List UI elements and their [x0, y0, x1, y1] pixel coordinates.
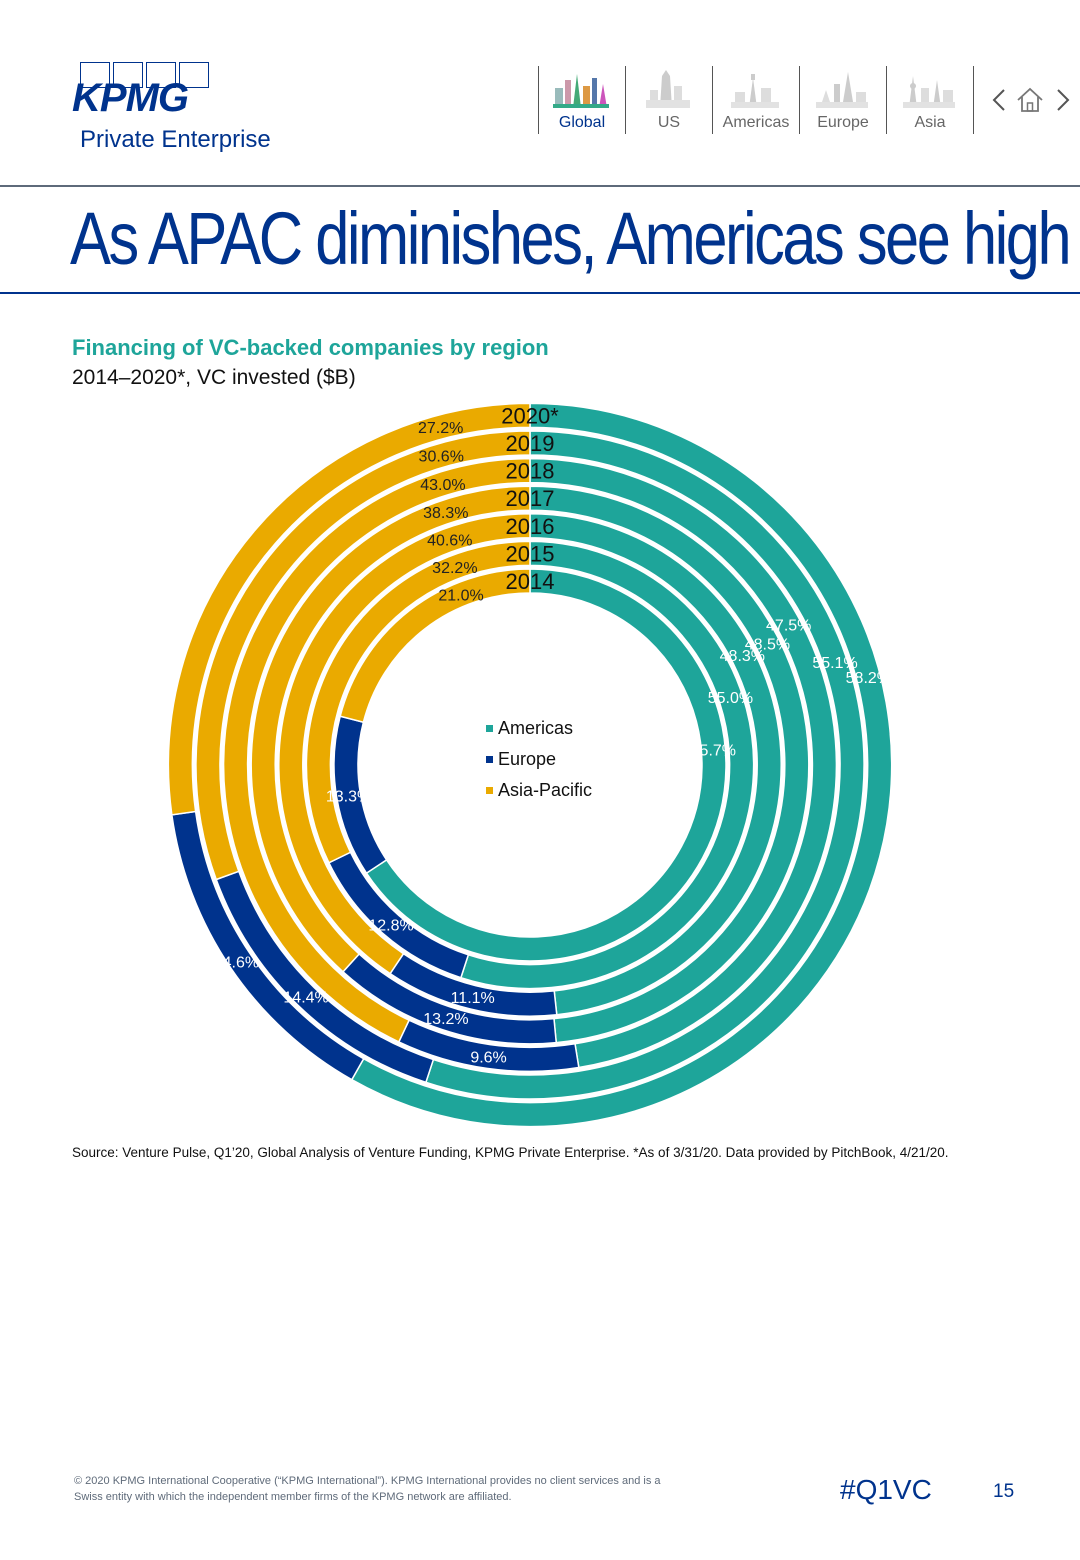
nav-label-asia: Asia: [914, 114, 946, 131]
ring-year-label: 2020*: [501, 403, 559, 428]
data-label-americas: 55.0%: [708, 690, 753, 707]
copyright-text: © 2020 KPMG International Cooperative (“…: [74, 1475, 661, 1503]
data-label-americas: 55.1%: [812, 655, 857, 672]
data-label-asia-pacific: 21.0%: [438, 587, 483, 604]
chevron-left-icon[interactable]: [988, 86, 1012, 114]
ring-segment-americas-2014: [365, 568, 727, 962]
data-label-asia-pacific: 43.0%: [420, 477, 465, 494]
title-divider: [0, 292, 1080, 294]
ring-segment-americas-2015: [459, 540, 755, 990]
nav-label-global: Global: [558, 114, 606, 131]
logo-grid-icon: [80, 62, 210, 88]
data-label-americas: 65.7%: [691, 742, 736, 759]
hashtag: #Q1VC: [840, 1474, 932, 1505]
page-number: 15: [993, 1481, 1015, 1502]
data-label-europe: 14.4%: [283, 989, 328, 1006]
data-label-asia-pacific: 27.2%: [418, 420, 463, 437]
nav-label-us: US: [657, 114, 681, 131]
data-label-americas: 47.5%: [766, 618, 811, 635]
legend-label-asia-pacific: Asia-Pacific: [498, 780, 592, 800]
ring-year-label: 2018: [506, 459, 555, 484]
nav-divider: [973, 66, 974, 134]
ring-segment-asia-pacific-2018: [222, 457, 531, 1043]
page-title: As APAC diminishes, Americas see high: [70, 197, 1072, 280]
data-label-europe: 11.1%: [451, 990, 495, 1007]
chart-title: Financing of VC-backed companies by regi…: [72, 335, 549, 360]
source-note: Source: Venture Pulse, Q1’20, Global Ana…: [72, 1145, 949, 1160]
data-label-americas: 48.3%: [720, 648, 765, 665]
legend-label-europe: Europe: [498, 749, 556, 769]
nav-item-us[interactable]: US: [625, 66, 712, 134]
data-label-europe: 9.6%: [470, 1049, 506, 1066]
data-label-americas: 48.5%: [745, 636, 790, 653]
data-label-asia-pacific: 38.3%: [423, 505, 468, 522]
nav-item-asia[interactable]: Asia: [886, 66, 973, 134]
ring-year-label: 2019: [506, 431, 555, 456]
europe-skyline-icon: [816, 72, 868, 108]
global-skyline-icon: [553, 74, 609, 108]
nav-item-global[interactable]: Global: [538, 66, 625, 134]
legend-swatch-asia-pacific: [486, 787, 493, 794]
ring-year-label: 2015: [506, 541, 555, 566]
data-label-americas: 58.2%: [846, 670, 891, 687]
ring-segment-asia-pacific-2019: [195, 430, 531, 881]
nav-label-europe: Europe: [817, 114, 869, 131]
ring-segment-asia-pacific-2016: [278, 513, 531, 975]
ring-segment-asia-pacific-2015: [305, 540, 531, 864]
data-label-europe: 13.2%: [423, 1011, 468, 1028]
ring-segment-asia-pacific-2020: [167, 402, 531, 816]
americas-skyline-icon: [731, 74, 779, 108]
ring-segment-asia-pacific-2014: [339, 568, 531, 724]
legend-swatch-americas: [486, 725, 493, 732]
data-label-asia-pacific: 40.6%: [427, 533, 472, 550]
logo-wordmark: KPMG: [72, 76, 189, 120]
data-label-asia-pacific: 32.2%: [432, 560, 477, 577]
logo-subtitle: Private Enterprise: [80, 126, 271, 153]
data-label-europe: 13.3%: [326, 788, 371, 805]
nav-item-americas[interactable]: Americas: [712, 66, 799, 134]
ring-year-label: 2014: [506, 569, 555, 594]
data-label-asia-pacific: 30.6%: [419, 448, 464, 465]
nav-label-americas: Americas: [722, 114, 790, 131]
legend-label-americas: Americas: [498, 718, 573, 738]
ring-year-label: 2017: [506, 486, 555, 511]
kpmg-logo: KPMG Private Enterprise: [72, 62, 272, 162]
ring-year-label: 2016: [506, 514, 555, 539]
chevron-right-icon[interactable]: [1050, 86, 1074, 114]
header-divider: [0, 185, 1080, 187]
data-label-europe: 4.6%: [223, 955, 259, 972]
region-nav: Global US Americas Europe Asia: [538, 66, 974, 134]
nav-item-europe[interactable]: Europe: [799, 66, 886, 134]
legend-swatch-europe: [486, 756, 493, 763]
chart-subtitle: 2014–2020*, VC invested ($B): [72, 366, 356, 389]
ring-segment-asia-pacific-2017: [250, 485, 531, 973]
us-skyline-icon: [646, 70, 690, 108]
asia-skyline-icon: [903, 76, 955, 108]
data-label-europe: 12.8%: [368, 918, 413, 935]
home-icon[interactable]: [1015, 86, 1045, 114]
